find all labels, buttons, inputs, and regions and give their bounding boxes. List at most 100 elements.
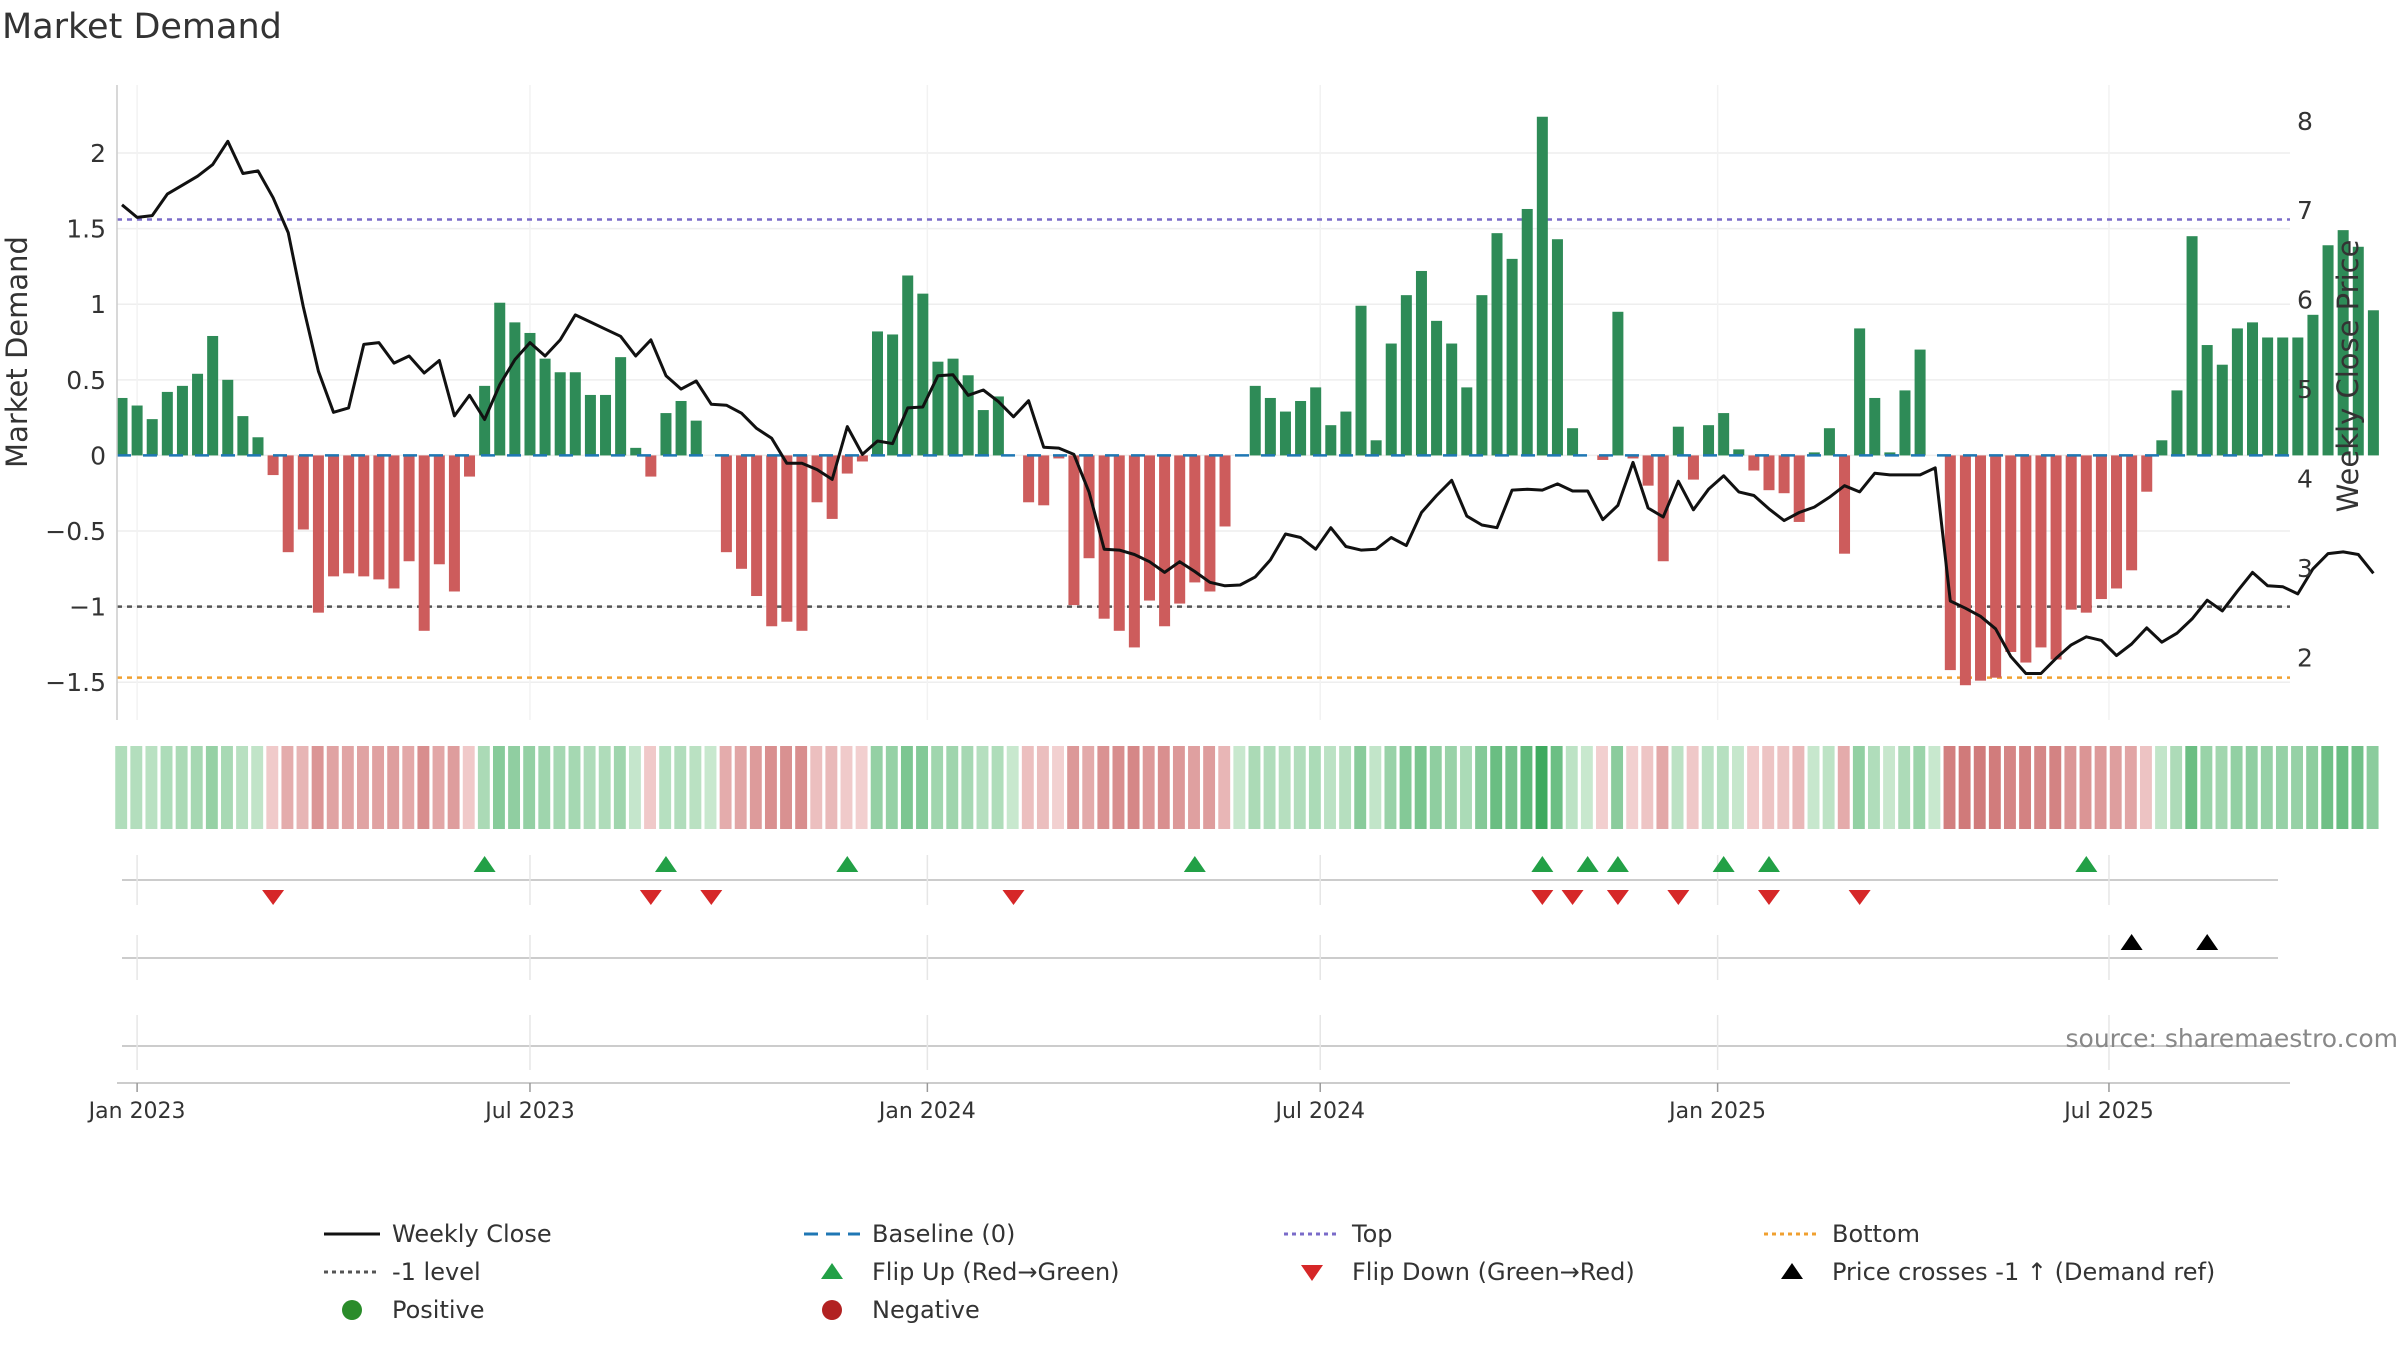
flip-down-marker	[1606, 890, 1629, 905]
heat-cell	[1535, 746, 1548, 829]
demand-bar	[856, 455, 868, 462]
demand-bar	[1823, 428, 1835, 456]
demand-bar	[1461, 387, 1473, 456]
y2-tick-label: 7	[2297, 196, 2313, 225]
legend-label: Positive	[392, 1296, 485, 1324]
heat-cell	[1006, 746, 1019, 829]
legend-label: Negative	[872, 1296, 980, 1324]
heat-cell	[553, 746, 566, 829]
demand-bar	[2141, 455, 2153, 492]
heat-cell	[2245, 746, 2258, 829]
demand-bar	[2307, 314, 2319, 456]
demand-bar	[2231, 328, 2243, 456]
demand-bar	[1038, 455, 1050, 506]
heat-cell	[1913, 746, 1926, 829]
heat-cell	[689, 746, 702, 829]
demand-bar	[736, 455, 748, 569]
demand-bar	[902, 275, 914, 456]
line-dot-icon	[1282, 1216, 1342, 1252]
heat-cell	[2170, 746, 2183, 829]
heat-cell	[251, 746, 264, 829]
heat-cell	[175, 746, 188, 829]
heat-cell	[1293, 746, 1306, 829]
demand-bar	[448, 455, 460, 592]
line-dash-icon	[802, 1216, 862, 1252]
demand-bar	[2201, 345, 2213, 456]
heat-cell	[2003, 746, 2016, 829]
legend-label: Bottom	[1832, 1220, 1921, 1248]
x-tick-label: Jan 2024	[877, 1099, 976, 1124]
heat-cell	[130, 746, 143, 829]
demand-bar	[2186, 236, 2198, 456]
demand-bar	[977, 410, 989, 456]
demand-bar	[2367, 310, 2379, 456]
heat-cell	[1203, 746, 1216, 829]
flip-up-marker	[1531, 856, 1554, 872]
demand-bar	[1793, 455, 1805, 522]
flip-up-marker	[1576, 856, 1599, 872]
demand-bar	[282, 455, 294, 553]
demand-bar	[2247, 322, 2259, 456]
demand-bar	[1959, 455, 1971, 686]
triangle-down-icon	[1282, 1254, 1342, 1290]
demand-bar	[2171, 390, 2183, 456]
demand-heat-strip	[115, 746, 2379, 829]
demand-bar	[2095, 455, 2107, 600]
heat-cell	[2260, 746, 2273, 829]
demand-bar	[1370, 440, 1382, 456]
heat-cell	[1883, 746, 1896, 829]
legend-item-bottom: Bottom	[1762, 1216, 1920, 1252]
demand-bar	[146, 419, 158, 456]
demand-bar	[1672, 426, 1684, 456]
dot-icon	[802, 1292, 862, 1328]
heat-cell	[2124, 746, 2137, 829]
demand-bar	[1778, 455, 1790, 494]
heat-cell	[961, 746, 974, 829]
demand-bar	[1990, 455, 2002, 678]
heat-cell	[160, 746, 173, 829]
heat-cell	[1958, 746, 1971, 829]
heat-cell	[508, 746, 521, 829]
demand-bar	[1808, 452, 1820, 456]
heat-cell	[447, 746, 460, 829]
line-dot-icon	[1762, 1216, 1822, 1252]
demand-bar	[1174, 455, 1186, 604]
heat-cell	[991, 746, 1004, 829]
weekly-close-series	[121, 139, 2375, 675]
demand-bar	[1415, 270, 1427, 456]
heat-cell	[1641, 746, 1654, 829]
heat-cell	[1852, 746, 1865, 829]
heat-cell	[1188, 746, 1200, 829]
demand-bar	[2005, 455, 2017, 652]
demand-bar	[690, 420, 702, 456]
heat-cell	[613, 746, 626, 829]
demand-bar	[1113, 455, 1125, 631]
heat-cell	[568, 746, 581, 829]
demand-bar	[841, 455, 853, 474]
demand-bars	[116, 116, 2379, 686]
demand-bar	[1098, 455, 1110, 619]
demand-bar	[1068, 455, 1080, 606]
heat-cell	[281, 746, 294, 829]
y-tick-label: −0.5	[45, 517, 106, 546]
heat-cell	[1021, 746, 1034, 829]
demand-bar	[917, 293, 929, 456]
heat-cell	[1097, 746, 1110, 829]
y-tick-label: 1	[90, 290, 106, 319]
demand-bar	[1914, 349, 1926, 456]
demand-bar	[2262, 337, 2274, 456]
heat-cell	[1052, 746, 1064, 829]
heat-cell	[2215, 746, 2228, 829]
heat-cell	[2019, 746, 2032, 829]
demand-bar	[1340, 411, 1352, 456]
heat-cell	[236, 746, 249, 829]
heat-cell	[931, 746, 944, 829]
demand-bar	[1944, 455, 1956, 671]
heat-cell	[1732, 746, 1744, 829]
demand-bar	[872, 331, 883, 456]
heat-cell	[1777, 746, 1790, 829]
heat-cell	[1414, 746, 1427, 829]
heat-cell	[1460, 746, 1472, 829]
demand-bar	[1703, 425, 1715, 456]
demand-bar	[932, 361, 944, 456]
